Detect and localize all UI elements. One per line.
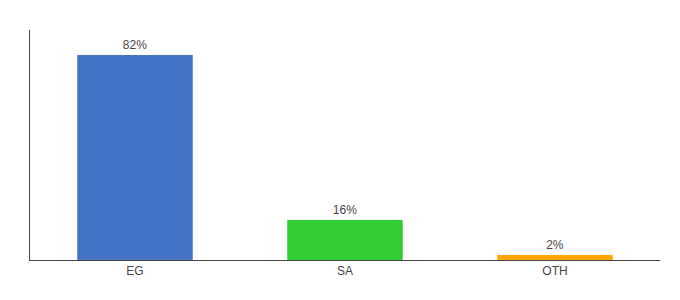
svg-text:2%: 2% [546, 238, 564, 252]
svg-text:16%: 16% [333, 203, 357, 217]
svg-text:EG: EG [126, 264, 143, 278]
svg-text:82%: 82% [123, 38, 147, 52]
svg-text:SA: SA [337, 264, 353, 278]
svg-text:OTH: OTH [542, 264, 567, 278]
